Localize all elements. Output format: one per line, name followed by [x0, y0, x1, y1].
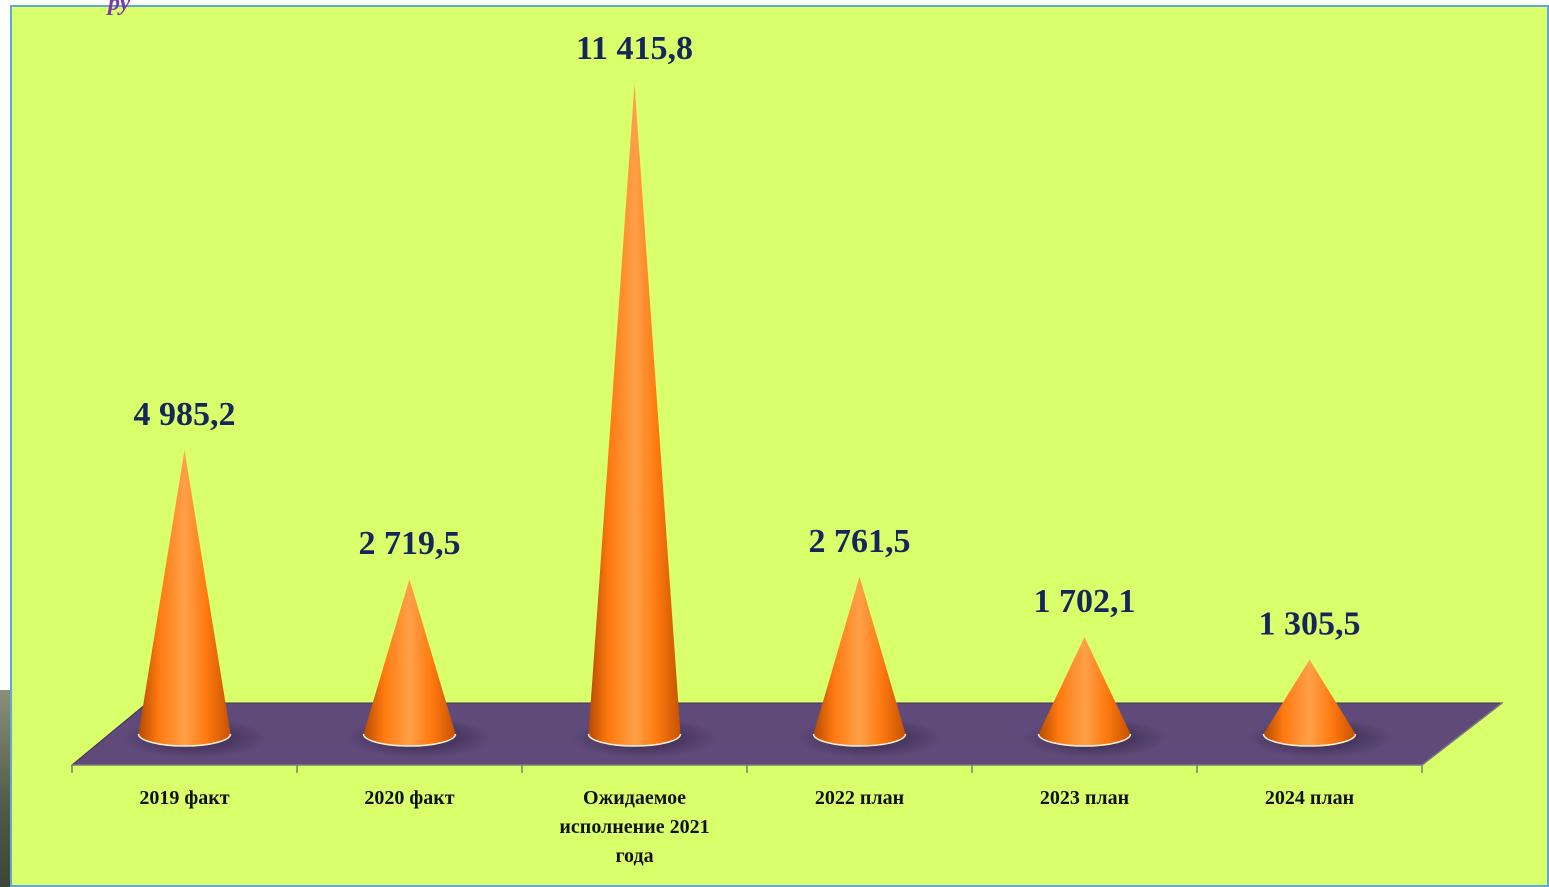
- cut-off-heading: ру: [108, 0, 131, 16]
- x-tick-label: 2024 план: [1265, 787, 1354, 809]
- cone-base-rim: [812, 733, 907, 747]
- cone-body: [1038, 637, 1131, 746]
- cone-bar: [122, 450, 267, 758]
- data-label: 4 985,2: [134, 396, 236, 433]
- cone-base-rim: [362, 733, 457, 747]
- cone-bar: [1247, 659, 1392, 758]
- x-tick-label: 2019 факт: [139, 787, 229, 809]
- data-label: 2 719,5: [359, 525, 461, 562]
- data-label: 11 415,8: [576, 30, 693, 67]
- cone-bar: [797, 576, 942, 758]
- cone-base-rim: [587, 733, 682, 747]
- data-label: 1 305,5: [1259, 606, 1361, 643]
- cone-body: [1263, 659, 1356, 746]
- cone-bar: [572, 84, 717, 758]
- data-label: 1 702,1: [1034, 583, 1136, 620]
- cone-body: [363, 579, 456, 746]
- cone-base-rim: [1037, 733, 1132, 747]
- cone-bar: [1022, 637, 1167, 758]
- x-tick-label: 2023 план: [1040, 787, 1129, 809]
- left-edge-decoration: [0, 690, 12, 887]
- value-labels: 4 985,2 2 719,5 11 415,8 2 761,5 1 702,1 1 30…: [134, 30, 1361, 643]
- floor-back-edge: [1421, 702, 1503, 766]
- cone-chart: 4 985,2 2 719,5 11 415,8 2 761,5 1 702,1 1 30…: [70, 30, 1504, 867]
- cone-body: [813, 576, 906, 746]
- cone-bar: [347, 579, 492, 758]
- x-tick-label: 2020 факт: [364, 787, 454, 809]
- cone-body: [588, 84, 681, 746]
- cone-body: [138, 450, 231, 746]
- x-tick-label: Ожидаемое исполнение 2021 года: [559, 787, 709, 867]
- cone-base-rim: [1262, 733, 1357, 747]
- cone-base-rim: [137, 733, 232, 747]
- data-label: 2 761,5: [809, 523, 911, 560]
- x-axis-ticks: [71, 765, 1423, 773]
- cone-series: [122, 84, 1392, 758]
- category-labels: 2019 факт 2020 факт Ожидаемое исполнение 20…: [139, 787, 1354, 867]
- chart-area: 4 985,2 2 719,5 11 415,8 2 761,5 1 702,1 1 30…: [10, 0, 1549, 887]
- x-tick-label: 2022 план: [815, 787, 904, 809]
